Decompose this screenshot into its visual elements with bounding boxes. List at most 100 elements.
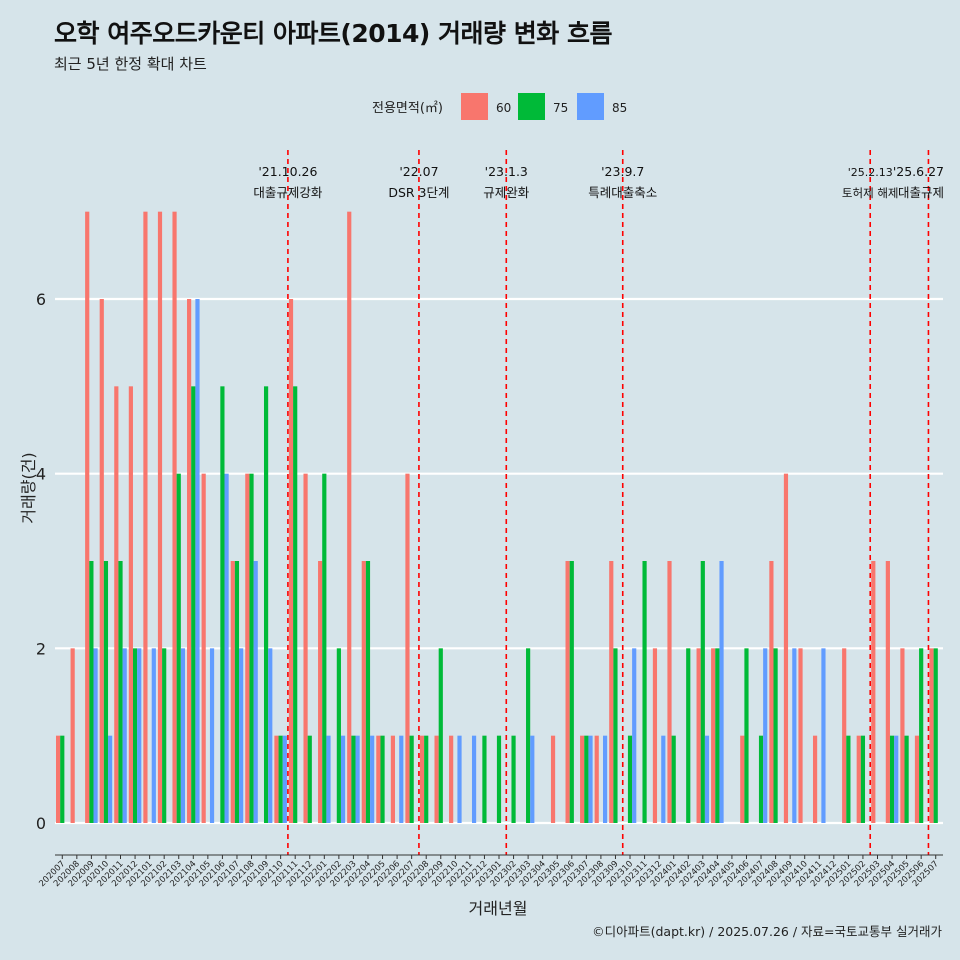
bar-75-202011 <box>118 561 123 823</box>
bar-75-202311 <box>642 561 647 823</box>
bars <box>56 211 938 823</box>
bar-85-202211 <box>471 735 477 823</box>
bar-75-202502 <box>860 735 866 823</box>
bar-75-202111 <box>293 386 298 823</box>
bar-85-202104 <box>195 299 200 823</box>
y-tick-label: 4 <box>36 465 46 484</box>
bar-85-202411 <box>821 648 826 823</box>
bar-60-202111 <box>288 299 294 823</box>
event-label: DSR 3단계 <box>388 185 449 200</box>
bar-60-202008 <box>70 648 75 823</box>
bar-75-202201 <box>322 473 327 823</box>
bar-60-202201 <box>318 561 323 823</box>
event-label: 특례대출축소 <box>588 185 657 200</box>
bar-75-202306 <box>569 561 574 823</box>
bar-75-202110 <box>278 735 283 823</box>
x-axis-title: 거래년월 <box>469 899 528 918</box>
bar-75-202507 <box>933 648 938 823</box>
event-lines: '21.10.26 대출규제강화 '22.07 DSR 3단계 '23.1.3 규제완화 '… <box>253 150 944 855</box>
bar-60-202312 <box>652 648 658 823</box>
bar-60-202209 <box>434 735 439 823</box>
bar-60-202010 <box>99 299 104 823</box>
bar-60-202012 <box>128 386 133 823</box>
y-tick-label: 2 <box>36 639 46 658</box>
bar-60-202107 <box>230 561 235 823</box>
bar-85-202312 <box>661 735 666 823</box>
event-date: '25.6.27 <box>893 164 944 179</box>
bar-75-202012 <box>132 648 138 823</box>
bar-85-202009 <box>93 648 98 823</box>
bar-75-202209 <box>438 648 443 823</box>
event-date: '25.2.13 <box>848 166 893 179</box>
event-date: '21.10.26 <box>258 164 317 179</box>
bar-85-202303 <box>530 735 535 823</box>
bar-75-202310 <box>627 735 633 823</box>
bar-75-202010 <box>103 561 109 823</box>
bar-75-202403 <box>700 561 705 823</box>
bar-60-202204 <box>361 561 366 823</box>
bar-75-202401 <box>671 735 676 823</box>
y-axis: 0 2 4 6 <box>36 290 46 833</box>
bar-75-202204 <box>365 561 371 823</box>
bar-60-202506 <box>914 735 920 823</box>
bar-85-202504 <box>894 735 899 823</box>
bar-85-202210 <box>457 735 462 823</box>
bar-60-202103 <box>172 211 177 823</box>
bar-60-202203 <box>347 211 352 823</box>
bar-85-202108 <box>253 561 258 823</box>
bar-85-202110 <box>282 735 287 823</box>
x-axis: 2020072020082020092020102020112020122021… <box>37 854 943 889</box>
bar-75-202506 <box>919 648 924 823</box>
bar-85-202307 <box>588 735 593 823</box>
bar-60-202108 <box>245 473 250 823</box>
bar-75-202408 <box>773 648 778 823</box>
bar-75-202309 <box>613 648 618 823</box>
bar-85-202105 <box>209 648 215 823</box>
bar-75-202402 <box>686 648 691 823</box>
bar-75-202208 <box>424 735 429 823</box>
event-label: 규제완화 <box>483 185 530 200</box>
bar-75-202007 <box>60 735 65 823</box>
event-label: 대출규제강화 <box>253 185 323 200</box>
bar-60-202503 <box>871 561 876 823</box>
bar-75-202102 <box>162 648 167 823</box>
bar-60-202411 <box>812 735 818 823</box>
bar-75-202207 <box>409 735 414 823</box>
bar-60-202404 <box>711 648 716 823</box>
bar-60-202110 <box>274 735 279 823</box>
legend-swatch-85 <box>577 93 604 120</box>
bar-75-202009 <box>89 561 94 823</box>
bar-60-202502 <box>856 735 861 823</box>
bar-85-202202 <box>340 735 346 823</box>
bar-85-202403 <box>704 735 710 823</box>
event-label: 토허제 해제 <box>842 186 899 200</box>
legend-label-85: 85 <box>612 101 627 115</box>
bar-60-202305 <box>550 735 556 823</box>
bar-60-202210 <box>449 735 454 823</box>
bar-75-202112 <box>307 735 312 823</box>
bar-60-202406 <box>740 735 745 823</box>
bar-60-202507 <box>929 648 934 823</box>
bar-75-202104 <box>191 386 196 823</box>
bar-60-202207 <box>405 473 410 823</box>
bar-85-202012 <box>137 648 142 823</box>
bar-75-202406 <box>744 648 749 823</box>
chart-subtitle: 최근 5년 한정 확대 차트 <box>54 55 207 73</box>
bar-60-202408 <box>769 561 774 823</box>
bar-85-202201 <box>326 735 331 823</box>
bar-60-202307 <box>580 735 585 823</box>
bar-60-202112 <box>303 473 308 823</box>
bar-75-202307 <box>584 735 589 823</box>
bar-85-202404 <box>719 561 724 823</box>
bar-75-202301 <box>496 735 502 823</box>
bar-85-202308 <box>602 735 608 823</box>
bar-75-202205 <box>380 735 385 823</box>
legend-label-75: 75 <box>553 101 568 115</box>
bar-60-202403 <box>696 648 701 823</box>
bar-60-202505 <box>900 648 905 823</box>
bar-60-202101 <box>143 211 148 823</box>
bar-60-202504 <box>885 561 890 823</box>
bar-75-202303 <box>526 648 531 823</box>
bar-75-202407 <box>758 735 764 823</box>
bar-60-202409 <box>783 473 789 823</box>
